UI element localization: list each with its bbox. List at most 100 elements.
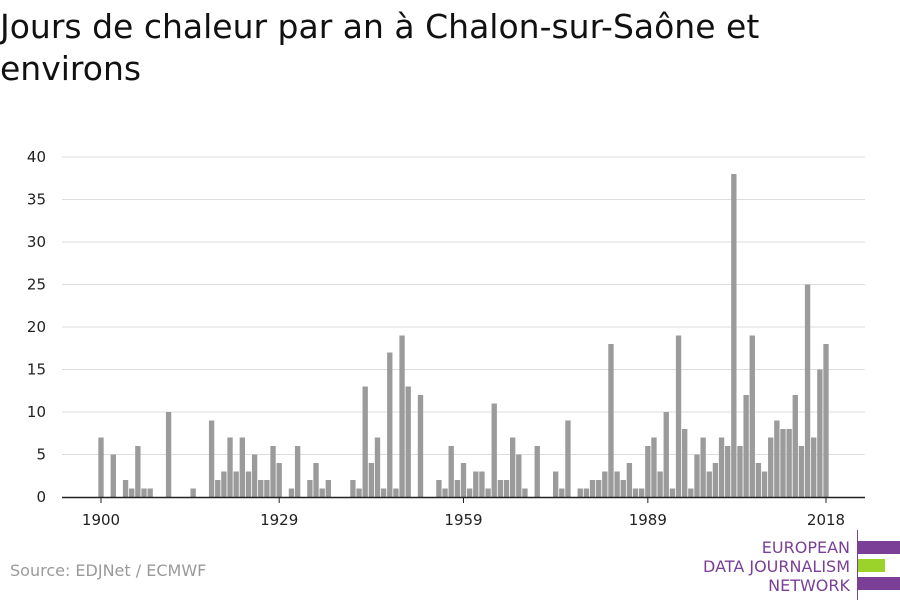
bar-1961	[473, 471, 479, 497]
bar-1950	[405, 386, 411, 497]
y-tick-label-35: 35	[27, 191, 46, 209]
bar-1958	[454, 480, 461, 497]
bar-1969	[522, 488, 528, 497]
bar-1989	[645, 446, 651, 497]
bar-1946	[380, 488, 387, 497]
x-tick-label-1929: 1929	[260, 511, 298, 529]
chart-title: Jours de chaleur par an à Chalon-sur-Saô…	[0, 7, 760, 88]
bar-1962	[479, 471, 485, 497]
logo-bar-green	[858, 559, 885, 572]
bar-1994	[675, 335, 682, 497]
bar-1960	[466, 488, 473, 497]
bar-1995	[682, 429, 688, 497]
bar-2016	[811, 437, 817, 497]
bar-1921	[227, 437, 233, 497]
bar-1918	[208, 420, 215, 497]
bar-1932	[294, 446, 301, 497]
bar-1965	[497, 480, 504, 497]
gridlines	[62, 156, 865, 455]
bar-1957	[448, 446, 454, 497]
bar-1923	[239, 437, 245, 497]
x-axis-labels: 1900 1929 1959 1989 2018	[82, 511, 845, 529]
y-tick-label-30: 30	[27, 233, 46, 251]
bar-1920	[221, 471, 227, 497]
bar-1905	[129, 488, 135, 497]
logo-text-european: EUROPEAN	[761, 538, 850, 557]
y-tick-label-40: 40	[27, 148, 46, 166]
bar-1928	[270, 446, 276, 497]
bar-1987	[632, 488, 639, 497]
bar-1927	[264, 480, 270, 497]
bar-2014	[798, 446, 805, 497]
bar-2008	[761, 471, 768, 497]
bar-2010	[774, 420, 780, 497]
bar-1944	[368, 463, 375, 497]
bar-2009	[768, 437, 774, 497]
bar-1904	[122, 480, 129, 497]
bar-1908	[147, 488, 153, 497]
bar-1986	[626, 463, 633, 497]
bar-1978	[577, 488, 583, 497]
y-axis-labels: 0 5 10 15 20 25 30 35 40	[27, 148, 46, 506]
bar-1975	[559, 488, 565, 497]
bar-1937	[325, 480, 332, 497]
bar-1922	[233, 471, 239, 497]
y-tick-label-5: 5	[36, 446, 46, 464]
bar-1924	[245, 471, 252, 497]
bar-1952	[417, 395, 424, 497]
bar-1936	[319, 488, 325, 497]
y-tick-label-10: 10	[27, 403, 46, 421]
bar-2012	[786, 429, 792, 497]
logo-text-data-journalism: DATA JOURNALISM	[703, 557, 850, 576]
bar-2011	[780, 429, 786, 497]
bar-1948	[393, 488, 399, 497]
bar-1911	[165, 412, 172, 497]
bar-1907	[141, 488, 147, 497]
bar-1935	[313, 463, 319, 497]
bar-2007	[755, 463, 762, 497]
bar-1985	[620, 480, 626, 497]
bar-1984	[614, 471, 620, 497]
bar-1963	[485, 488, 491, 497]
bar-1919	[215, 480, 221, 497]
bar-2017	[817, 369, 823, 497]
y-tick-label-0: 0	[36, 488, 46, 506]
bar-2018	[823, 344, 829, 497]
bar-1990	[651, 437, 657, 497]
bar-1981	[595, 480, 602, 497]
bar-1915	[190, 488, 196, 497]
bar-1998	[700, 437, 706, 497]
bar-2001	[718, 437, 725, 497]
bar-1900	[98, 437, 104, 497]
bar-1976	[565, 420, 571, 497]
bars	[98, 174, 829, 497]
bar-1955	[436, 480, 442, 497]
x-tick-label-1900: 1900	[82, 511, 120, 529]
bar-2000	[712, 463, 719, 497]
bar-1967	[509, 437, 516, 497]
x-axis-ticks	[100, 497, 827, 503]
y-tick-label-25: 25	[27, 276, 46, 294]
bar-2002	[725, 446, 731, 497]
bar-2004	[737, 446, 743, 497]
bar-1974	[552, 471, 559, 497]
bar-1945	[374, 437, 381, 497]
bar-1934	[307, 480, 313, 497]
bar-2005	[743, 395, 749, 497]
bar-2013	[792, 395, 798, 497]
x-tick-label-1959: 1959	[444, 511, 482, 529]
bar-1902	[110, 454, 116, 497]
logo-bar-purple-bottom	[858, 577, 900, 590]
bar-1931	[288, 488, 295, 497]
bar-1966	[503, 480, 510, 497]
bar-1988	[639, 488, 645, 497]
bar-1999	[706, 471, 712, 497]
bar-1949	[399, 335, 405, 497]
bar-1941	[350, 480, 356, 497]
bar-1929	[276, 463, 282, 497]
bar-1906	[135, 446, 141, 497]
bar-1964	[491, 403, 497, 497]
bar-1997	[694, 454, 700, 497]
source-note: Source: EDJNet / ECMWF	[10, 561, 207, 580]
